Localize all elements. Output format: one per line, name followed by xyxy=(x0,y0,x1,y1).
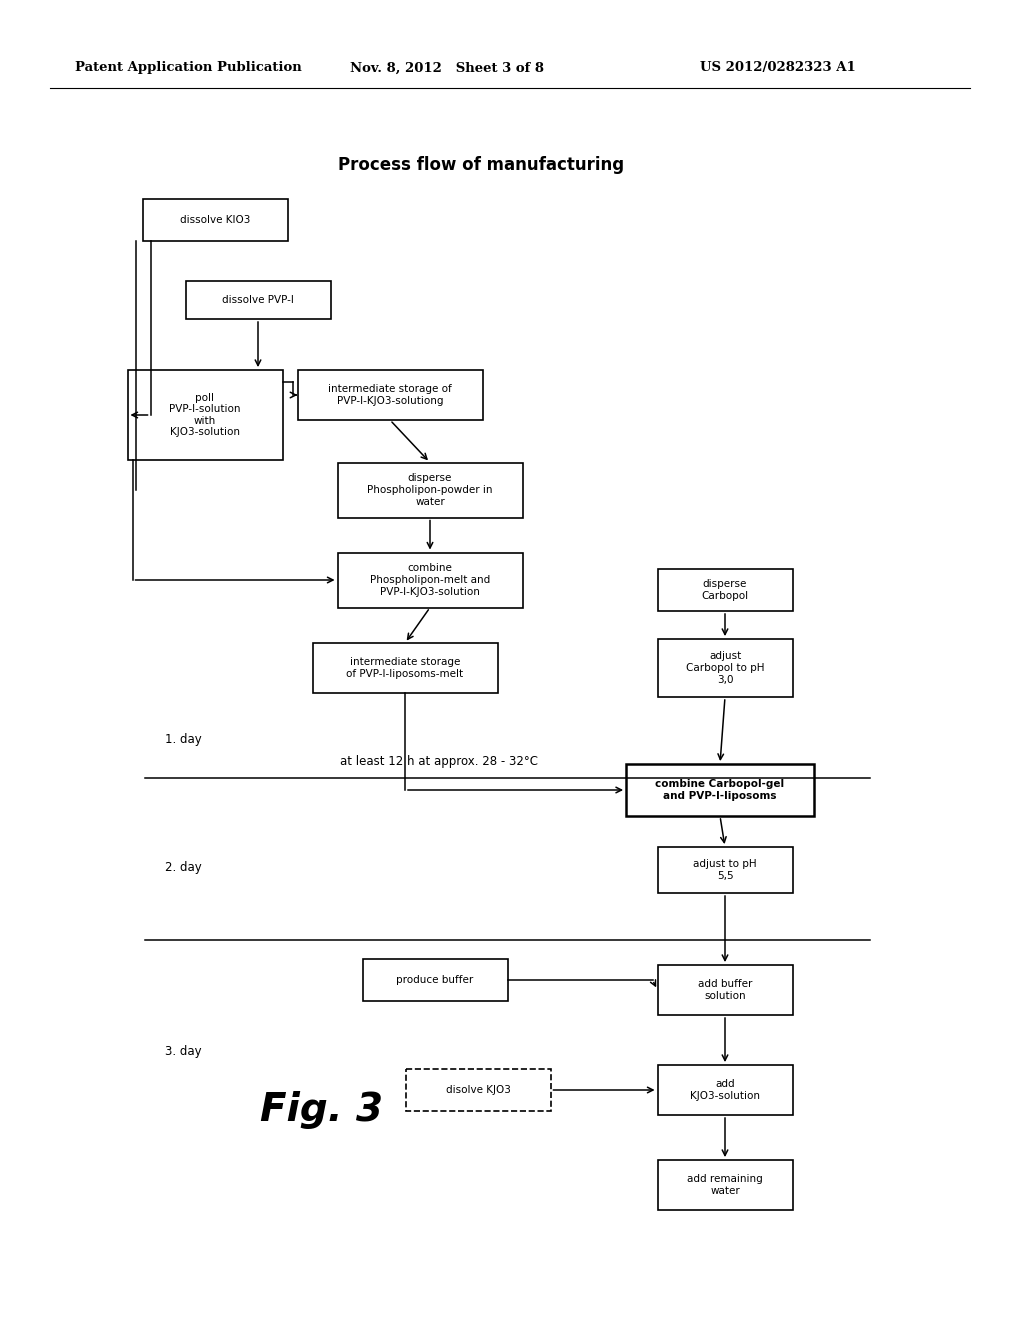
Text: Patent Application Publication: Patent Application Publication xyxy=(75,62,302,74)
Text: dissolve KIO3: dissolve KIO3 xyxy=(180,215,250,224)
Bar xyxy=(406,1069,551,1111)
Bar xyxy=(128,370,283,459)
Text: produce buffer: produce buffer xyxy=(396,975,474,985)
Text: add remaining
water: add remaining water xyxy=(687,1175,763,1196)
Bar xyxy=(338,553,522,607)
Text: disolve KJO3: disolve KJO3 xyxy=(445,1085,510,1096)
Text: add buffer
solution: add buffer solution xyxy=(697,979,753,1001)
Text: 1. day: 1. day xyxy=(165,734,202,747)
Text: disperse
Carbopol: disperse Carbopol xyxy=(701,579,749,601)
Text: adjust
Carbopol to pH
3,0: adjust Carbopol to pH 3,0 xyxy=(686,651,764,685)
Bar xyxy=(657,1065,793,1115)
Text: US 2012/0282323 A1: US 2012/0282323 A1 xyxy=(700,62,856,74)
Text: intermediate storage of
PVP-I-KJO3-solutiong: intermediate storage of PVP-I-KJO3-solut… xyxy=(328,384,452,405)
Bar xyxy=(657,639,793,697)
Text: 3. day: 3. day xyxy=(165,1045,202,1059)
Text: 2. day: 2. day xyxy=(165,862,202,874)
Text: Fig. 3: Fig. 3 xyxy=(260,1092,383,1129)
Bar xyxy=(185,281,331,319)
Text: poll
PVP-I-solution
with
KJO3-solution: poll PVP-I-solution with KJO3-solution xyxy=(169,392,241,437)
Bar xyxy=(657,569,793,611)
Text: disperse
Phospholipon-powder in
water: disperse Phospholipon-powder in water xyxy=(368,474,493,507)
Bar xyxy=(338,462,522,517)
Text: Nov. 8, 2012   Sheet 3 of 8: Nov. 8, 2012 Sheet 3 of 8 xyxy=(350,62,544,74)
Text: add
KJO3-solution: add KJO3-solution xyxy=(690,1080,760,1101)
Bar xyxy=(657,1160,793,1210)
Text: Process flow of manufacturing: Process flow of manufacturing xyxy=(338,156,624,174)
Text: combine Carbopol-gel
and PVP-I-liposoms: combine Carbopol-gel and PVP-I-liposoms xyxy=(655,779,784,801)
Text: adjust to pH
5,5: adjust to pH 5,5 xyxy=(693,859,757,880)
Text: combine
Phospholipon-melt and
PVP-I-KJO3-solution: combine Phospholipon-melt and PVP-I-KJO3… xyxy=(370,564,490,597)
Bar xyxy=(657,847,793,894)
Bar xyxy=(298,370,482,420)
Bar xyxy=(312,643,498,693)
Bar xyxy=(142,199,288,242)
Bar xyxy=(657,965,793,1015)
Text: at least 12 h at approx. 28 - 32°C: at least 12 h at approx. 28 - 32°C xyxy=(340,755,538,768)
Text: intermediate storage
of PVP-I-liposoms-melt: intermediate storage of PVP-I-liposoms-m… xyxy=(346,657,464,678)
Bar xyxy=(626,764,814,816)
Text: dissolve PVP-I: dissolve PVP-I xyxy=(222,294,294,305)
Bar xyxy=(362,960,508,1001)
